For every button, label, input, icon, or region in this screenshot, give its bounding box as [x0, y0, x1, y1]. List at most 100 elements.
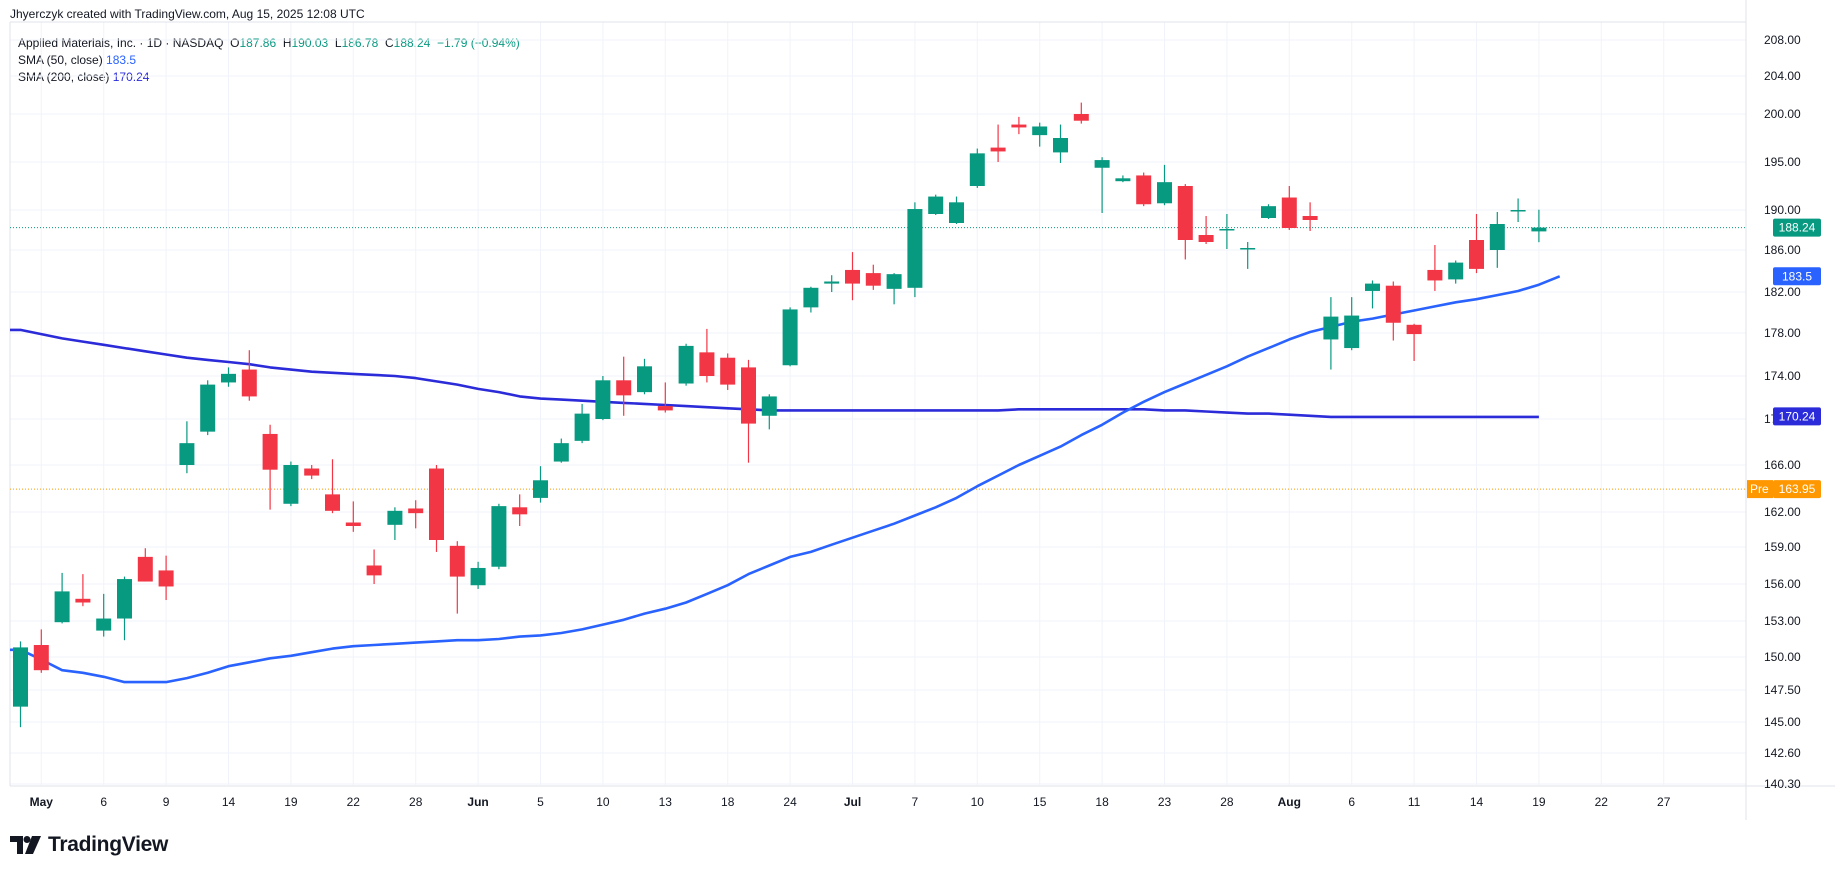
price-tick-label: 145.00	[1764, 715, 1801, 729]
candle-body	[1406, 324, 1422, 335]
time-tick-label: 19	[284, 795, 298, 809]
pre-market-tag-prefix-bg	[1747, 480, 1773, 499]
candle-body	[1177, 186, 1193, 240]
tradingview-wordmark: TradingView	[48, 833, 169, 856]
candle-body	[221, 373, 236, 383]
candle-body	[241, 369, 257, 397]
candle-body	[1344, 315, 1360, 349]
sma50-value: 183.5	[106, 53, 137, 67]
candle-body	[1115, 178, 1131, 182]
candle-body	[117, 579, 132, 619]
candle-body	[1011, 124, 1027, 128]
time-tick-label: 18	[721, 795, 735, 809]
time-tick-label: 18	[1095, 795, 1109, 809]
candle-body	[1510, 210, 1526, 212]
tradingview-logo[interactable]: TradingView	[10, 833, 168, 857]
candle-body	[949, 202, 964, 223]
last-price-tag-label: 188.24	[1779, 221, 1816, 235]
candle-body	[782, 309, 798, 366]
candle-body	[1323, 316, 1339, 340]
candle-body	[200, 384, 216, 432]
sma200-tag: 170.24	[1773, 407, 1821, 426]
candle-body	[512, 507, 528, 515]
candle-body	[595, 380, 611, 419]
time-tick-label: 9	[163, 795, 170, 809]
candle-body	[1365, 283, 1380, 291]
time-tick-label: 7	[912, 795, 919, 809]
candle-body	[1219, 229, 1235, 231]
price-tick-label: 190.00	[1764, 203, 1801, 217]
candle-body	[470, 567, 486, 586]
price-tick-label: 140.30	[1764, 777, 1801, 791]
candle-body	[304, 468, 320, 476]
candle-body	[1240, 248, 1256, 250]
candle-body	[75, 598, 91, 603]
time-tick-label: 6	[1348, 795, 1355, 809]
candle-body	[137, 556, 153, 582]
price-tick-label: 142.60	[1764, 746, 1801, 760]
candle-body	[1427, 269, 1443, 281]
candle-body	[262, 433, 278, 470]
candle-body	[928, 196, 944, 214]
time-tick-label: 10	[971, 795, 985, 809]
candle-body	[1531, 227, 1547, 232]
last-price-tag-bg	[1773, 218, 1821, 237]
price-tick-label: 162.00	[1764, 505, 1801, 519]
candle-body	[699, 352, 715, 376]
candle-body	[1469, 240, 1484, 269]
price-tick-label: 156.00	[1764, 577, 1801, 591]
candle-body	[54, 591, 70, 623]
candle-body	[990, 147, 1006, 152]
candle-body	[1261, 206, 1276, 218]
candle-body	[96, 618, 112, 631]
price-chart[interactable]: 208.00 204.00 200.00 195.00 190.00 186.00 182.…	[0, 0, 1835, 820]
sma50-tag: 183.5	[1773, 267, 1821, 286]
sma50-tag-label: 183.5	[1782, 269, 1812, 283]
pre-market-tag-label: 163.95	[1779, 482, 1816, 496]
price-tick-label: 186.00	[1764, 243, 1801, 257]
candle-body	[720, 357, 736, 385]
chart-credit: Jhyerczyk created with TradingView.com, …	[10, 7, 365, 21]
candle-body	[1157, 182, 1172, 204]
time-tick-label: 10	[596, 795, 610, 809]
time-tick-label: 5	[537, 795, 544, 809]
time-tick-label: 6	[100, 795, 107, 809]
candle-body	[886, 274, 902, 289]
time-tick-label: 22	[1595, 795, 1609, 809]
candle-body	[283, 465, 299, 504]
price-tick-label: 150.00	[1764, 650, 1801, 664]
candle-body	[158, 570, 174, 587]
sma200-tag-bg	[1773, 407, 1821, 426]
candle-body	[637, 366, 652, 393]
candle-body	[408, 508, 424, 514]
price-tick-label: 147.50	[1764, 683, 1801, 697]
legend-sma50-row[interactable]: SMA (50, close) 183.5	[18, 52, 520, 69]
candle-body	[1094, 160, 1110, 168]
time-tick-label: 13	[659, 795, 673, 809]
price-tick-label: 153.00	[1764, 614, 1801, 628]
price-tick-label: 178.00	[1764, 326, 1801, 340]
candle-body	[1073, 114, 1089, 121]
candle-body	[845, 269, 860, 284]
time-tick-label: 11	[1408, 795, 1421, 809]
candle-body	[449, 545, 465, 577]
candle-body	[13, 647, 28, 707]
time-tick-label: 23	[1158, 795, 1172, 809]
pre-market-tag-prefix: Pre	[1750, 482, 1769, 496]
candle-body	[325, 494, 340, 511]
tradingview-logo-icon	[10, 836, 41, 854]
price-tick-label: 195.00	[1764, 155, 1801, 169]
sma50-label[interactable]: SMA (50, close)	[18, 53, 103, 67]
candle-body	[1448, 262, 1464, 280]
candle-body	[366, 565, 382, 576]
price-tick-label: 166.00	[1764, 458, 1801, 472]
time-tick-label: 28	[1220, 795, 1234, 809]
price-tick-label: 159.00	[1764, 540, 1801, 554]
price-tick-label: 204.00	[1764, 69, 1801, 83]
candle-body	[1281, 197, 1297, 228]
candle-body	[1032, 126, 1048, 136]
candle-body	[678, 345, 694, 384]
time-tick-label: 27	[1657, 795, 1671, 809]
last-price-tag: 188.24	[1773, 218, 1821, 237]
price-tick-label: 174.00	[1764, 369, 1801, 383]
